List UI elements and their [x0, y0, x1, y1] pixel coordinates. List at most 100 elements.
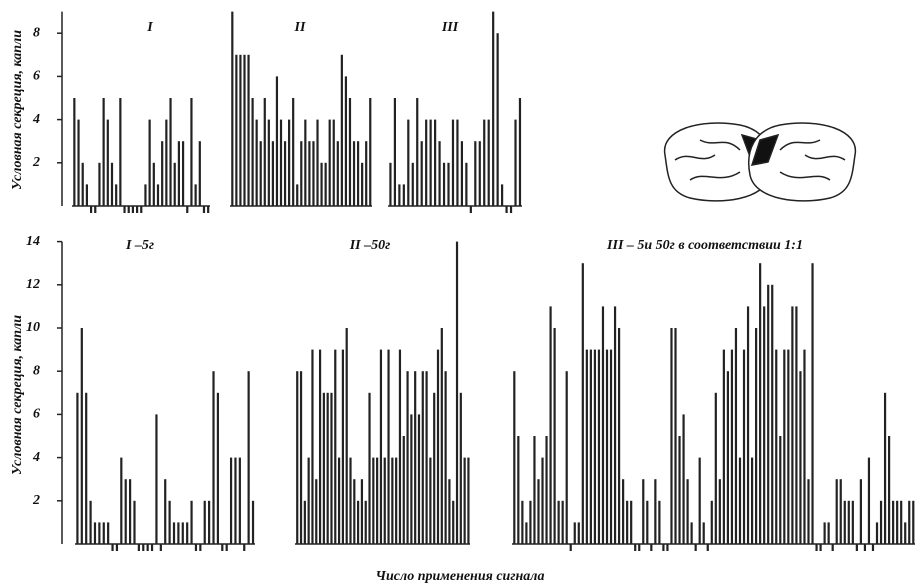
bar: [545, 436, 548, 544]
bar: [165, 119, 168, 206]
bar: [557, 500, 560, 544]
zero-trial-mark: [146, 544, 149, 551]
bar: [879, 500, 883, 544]
bar: [365, 141, 368, 206]
zero-trial-mark: [221, 544, 224, 551]
y-tick-label: 8: [33, 363, 40, 378]
zero-trial-mark: [505, 206, 508, 213]
zero-trial-mark: [855, 544, 858, 551]
bar: [779, 436, 782, 544]
bar: [283, 141, 287, 206]
bar: [247, 371, 250, 544]
bar: [328, 119, 331, 206]
y-tick-label: 6: [33, 407, 40, 422]
bar: [425, 119, 428, 206]
zero-trial-mark: [207, 206, 210, 213]
zero-trial-mark: [662, 544, 665, 551]
bar: [190, 500, 193, 544]
bar: [565, 371, 568, 544]
bar: [460, 141, 464, 206]
bar: [807, 479, 810, 544]
bar: [76, 392, 79, 544]
bar: [259, 141, 262, 206]
y-tick-label: 4: [32, 112, 40, 127]
bar: [332, 119, 335, 206]
bar: [356, 141, 360, 206]
zero-trial-mark: [89, 206, 93, 213]
bar: [465, 162, 468, 206]
zero-trial-mark: [509, 206, 513, 213]
bar: [847, 500, 850, 544]
bar: [357, 500, 360, 544]
bar: [389, 162, 392, 206]
bar: [795, 306, 798, 544]
bar: [843, 500, 846, 544]
bar: [348, 98, 352, 206]
bar: [81, 162, 84, 206]
bar: [334, 349, 337, 544]
bar: [315, 479, 318, 544]
bar: [904, 522, 907, 544]
bar: [263, 98, 266, 206]
bar: [161, 141, 164, 206]
bar: [718, 479, 721, 544]
bar: [440, 328, 443, 544]
bar: [678, 436, 681, 544]
bar: [434, 119, 437, 206]
bar: [738, 457, 742, 544]
bar: [438, 141, 441, 206]
bar: [407, 119, 410, 206]
zero-trial-mark: [569, 544, 572, 551]
bar: [368, 392, 371, 544]
bar: [601, 306, 605, 544]
bar: [216, 392, 220, 544]
bar: [234, 457, 237, 544]
bar: [456, 119, 459, 206]
bar: [144, 184, 147, 206]
bar: [775, 349, 778, 544]
bar: [746, 306, 750, 544]
bar: [275, 76, 279, 207]
bar: [573, 522, 576, 544]
bar: [537, 479, 540, 544]
zero-trial-mark: [638, 544, 641, 551]
y-tick-label: 6: [33, 69, 40, 84]
y-tick-label: 2: [32, 493, 40, 508]
bar: [177, 141, 180, 206]
bar: [448, 479, 451, 544]
bar: [164, 479, 167, 544]
bar: [626, 500, 629, 544]
bar: [411, 162, 414, 206]
zero-trial-mark: [94, 206, 97, 213]
bar: [487, 119, 490, 206]
bar: [467, 457, 470, 544]
bar: [80, 328, 83, 544]
bar: [292, 98, 295, 206]
bar: [799, 371, 802, 544]
bar: [521, 500, 524, 544]
bar: [553, 328, 556, 544]
bar: [658, 500, 661, 544]
bar: [181, 141, 185, 206]
bar: [129, 479, 132, 544]
bar: [771, 284, 774, 544]
bar: [767, 284, 770, 544]
bar: [106, 119, 109, 206]
bar: [148, 119, 151, 206]
bar: [581, 263, 584, 544]
bar: [483, 119, 486, 206]
bar: [750, 457, 754, 544]
bar: [194, 184, 197, 206]
bar: [102, 522, 105, 544]
bar: [345, 328, 348, 544]
bar: [203, 500, 206, 544]
bar: [279, 119, 283, 206]
bar: [429, 457, 432, 544]
bar: [686, 479, 689, 544]
bar: [296, 184, 299, 206]
bar: [410, 414, 413, 544]
panel-title: I: [146, 20, 153, 35]
y-axis-label: Условная секреция, капли: [10, 30, 25, 190]
bar: [322, 392, 325, 544]
zero-trial-mark: [694, 544, 697, 551]
